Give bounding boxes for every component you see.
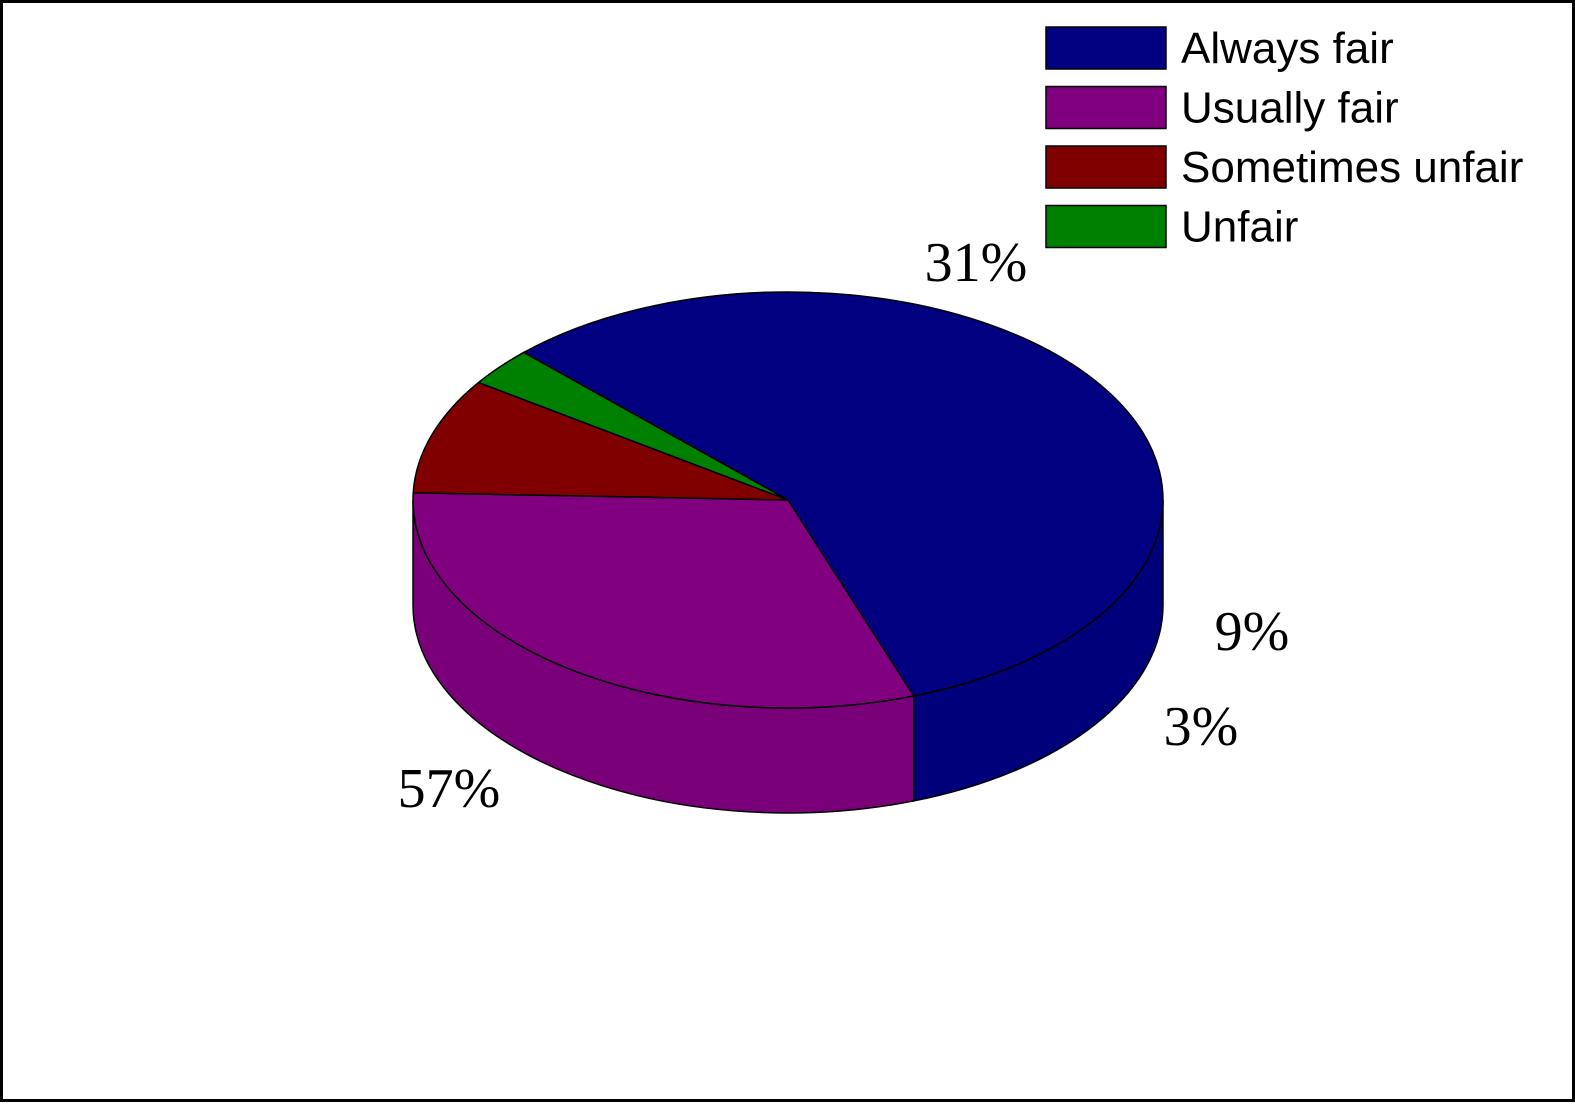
- slice-label-3: 3%: [1164, 696, 1239, 758]
- legend-label-2: Sometimes unfair: [1181, 143, 1523, 192]
- legend-label-3: Unfair: [1181, 203, 1298, 252]
- slice-0: [522, 291, 1164, 697]
- slice-2: [412, 381, 789, 501]
- legend: Always fair Usually fair Sometimes unfair U…: [1045, 24, 1523, 252]
- slice-1: [412, 491, 916, 709]
- legend-swatch-3: [1045, 204, 1167, 249]
- legend-label-0: Always fair: [1181, 24, 1394, 73]
- legend-swatch-1: [1045, 85, 1167, 130]
- pie-chart: 57% 31% 9% 3% Always fair Usually fair Someti…: [398, 24, 1524, 820]
- slice-label-0: 57%: [398, 758, 501, 820]
- slice-labels: 57% 31% 9% 3%: [398, 232, 1290, 820]
- slice-3: [477, 351, 789, 501]
- pie-slices: [412, 291, 1164, 814]
- legend-label-1: Usually fair: [1181, 84, 1399, 133]
- legend-swatch-0: [1045, 26, 1167, 70]
- slice-label-1: 31%: [925, 232, 1028, 294]
- legend-swatch-2: [1045, 145, 1167, 189]
- slice-label-2: 9%: [1215, 601, 1290, 663]
